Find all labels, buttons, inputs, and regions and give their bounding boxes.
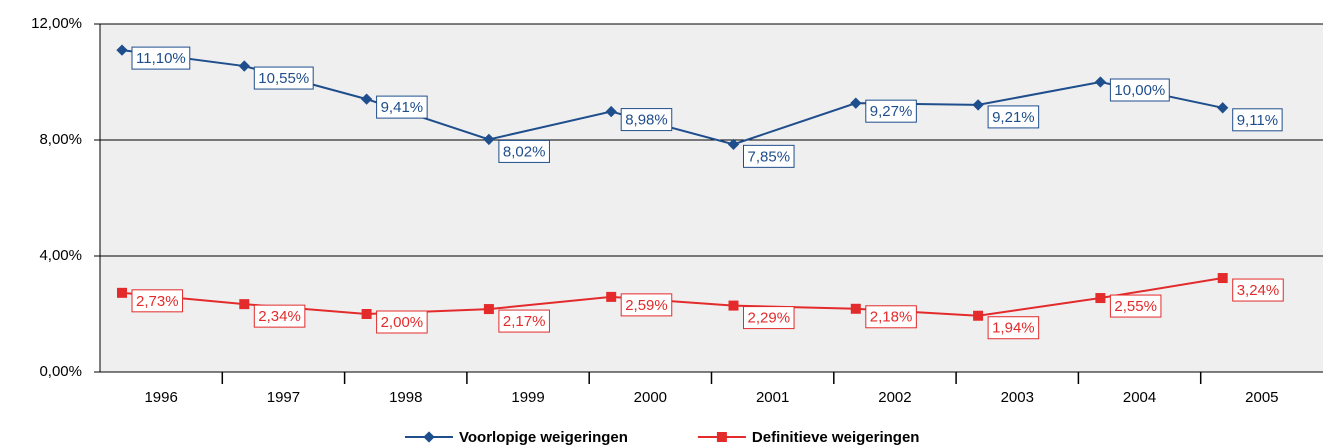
- marker: [728, 300, 739, 311]
- data-label: 2,73%: [136, 293, 179, 310]
- data-label: 10,55%: [258, 70, 309, 87]
- marker: [361, 309, 372, 319]
- data-label-group: 8,02%: [498, 139, 550, 163]
- data-label: 2,34%: [258, 308, 301, 325]
- data-label-group: 2,73%: [131, 289, 184, 313]
- data-label-group: 2,18%: [865, 305, 917, 329]
- data-label: 2,29%: [748, 310, 791, 327]
- data-label: 2,55%: [1114, 298, 1157, 315]
- data-label-group: 9,41%: [376, 95, 428, 119]
- legend-label: Definitieve weigeringen: [752, 429, 920, 446]
- data-label-box: [987, 105, 1040, 129]
- data-label: 9,27%: [870, 103, 913, 120]
- y-tick-label: 8,00%: [39, 131, 82, 148]
- y-tick-label: 12,00%: [31, 15, 82, 32]
- legend-marker: [716, 432, 727, 442]
- data-label-group: 7,85%: [743, 144, 795, 168]
- data-label-box: [498, 139, 550, 163]
- data-label: 10,00%: [1114, 82, 1165, 99]
- data-label: 2,59%: [625, 297, 668, 314]
- data-label: 9,41%: [381, 99, 424, 116]
- x-tick-label: 2002: [878, 389, 911, 406]
- data-label-box: [865, 305, 917, 329]
- data-label-box: [376, 95, 428, 119]
- data-label-group: 3,24%: [1232, 278, 1284, 302]
- data-label-box: [743, 306, 795, 330]
- data-label-box: [253, 66, 314, 90]
- y-tick-label: 0,00%: [39, 363, 82, 380]
- data-label-box: [865, 99, 917, 123]
- x-tick-label: 2005: [1245, 389, 1278, 406]
- marker: [483, 304, 494, 315]
- legend-label: Voorlopige weigeringen: [459, 429, 628, 446]
- data-label-group: 10,00%: [1109, 78, 1170, 102]
- legend-marker: [423, 431, 435, 443]
- marker: [727, 138, 740, 151]
- data-label-box: [620, 108, 673, 132]
- data-label: 8,98%: [625, 112, 668, 129]
- x-tick-label: 1997: [267, 389, 300, 406]
- data-label-group: 2,29%: [743, 306, 795, 330]
- data-label-box: [987, 316, 1040, 340]
- data-label-group: 9,11%: [1232, 108, 1283, 132]
- data-label-box: [743, 144, 795, 168]
- data-label-group: 9,27%: [865, 99, 917, 123]
- data-label-group: 11,10%: [131, 46, 191, 70]
- marker: [606, 291, 617, 302]
- data-label-group: 8,98%: [620, 108, 673, 132]
- x-tick-label: 2000: [634, 389, 667, 406]
- series-line: [121, 277, 1223, 317]
- data-label-box: [1109, 294, 1162, 318]
- marker: [850, 303, 861, 314]
- data-label-box: [1109, 78, 1170, 102]
- data-label: 1,94%: [992, 320, 1035, 337]
- x-tick-label: 1998: [389, 389, 422, 406]
- data-label-box: [498, 309, 550, 333]
- data-label-box: [131, 289, 184, 313]
- x-tick-label: 1996: [144, 389, 177, 406]
- x-tick-label: 2004: [1123, 389, 1156, 406]
- data-label-group: 10,55%: [253, 66, 314, 90]
- data-label-box: [620, 293, 673, 317]
- data-label-group: 2,55%: [1109, 294, 1162, 318]
- data-label-group: 2,34%: [253, 304, 306, 328]
- marker: [1094, 76, 1107, 88]
- marker: [238, 60, 250, 72]
- marker: [1095, 293, 1106, 304]
- data-label: 11,10%: [136, 50, 186, 67]
- marker: [116, 44, 128, 56]
- data-label: 9,11%: [1237, 112, 1278, 129]
- data-label-group: 9,21%: [987, 105, 1040, 129]
- x-tick-label: 2001: [756, 389, 789, 406]
- marker: [239, 299, 250, 310]
- x-tick-label: 2003: [1001, 389, 1034, 406]
- data-label-group: 2,00%: [376, 310, 428, 334]
- data-label-group: 2,59%: [620, 293, 673, 317]
- data-label: 7,85%: [748, 148, 791, 165]
- data-label-box: [1232, 278, 1284, 302]
- marker: [117, 287, 127, 298]
- marker: [483, 133, 495, 146]
- data-label-group: 2,17%: [498, 309, 550, 333]
- marker: [1217, 102, 1229, 114]
- data-label: 9,21%: [992, 109, 1035, 126]
- data-label: 8,02%: [503, 143, 546, 160]
- data-label: 2,00%: [381, 314, 424, 331]
- data-label-box: [253, 304, 306, 328]
- data-label: 2,18%: [870, 309, 913, 326]
- data-label-group: 1,94%: [987, 316, 1040, 340]
- x-tick-label: 1999: [511, 389, 544, 406]
- data-label: 2,17%: [503, 313, 546, 330]
- y-tick-label: 4,00%: [39, 247, 82, 264]
- data-label-box: [131, 46, 191, 70]
- data-label-box: [1232, 108, 1283, 132]
- marker: [973, 310, 984, 321]
- data-label-box: [376, 310, 428, 334]
- data-label: 3,24%: [1237, 282, 1280, 299]
- marker: [1217, 273, 1228, 284]
